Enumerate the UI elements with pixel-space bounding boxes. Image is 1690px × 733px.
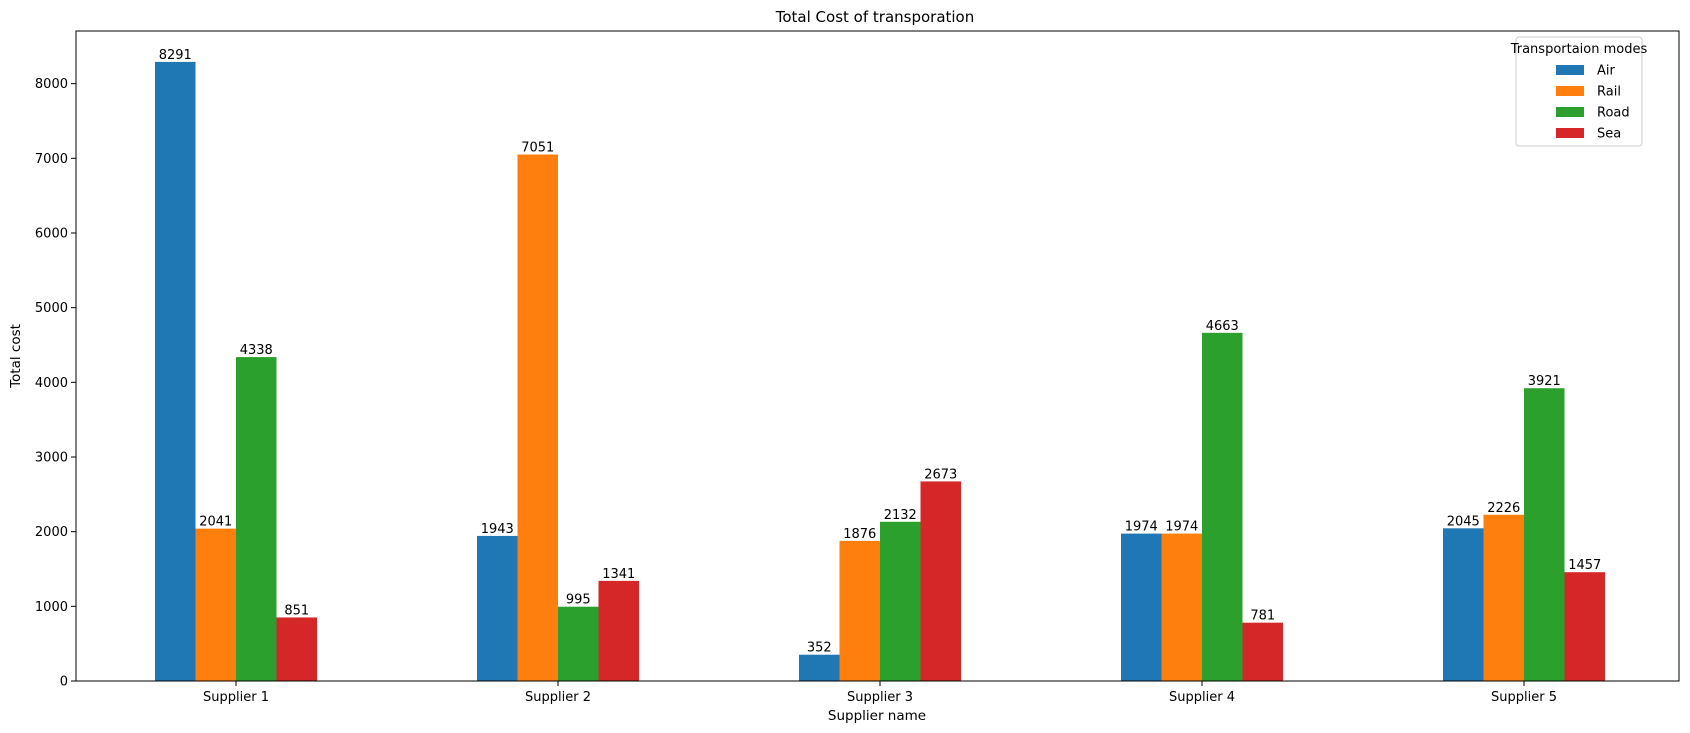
data-label-rail-4: 1974 — [1165, 520, 1198, 535]
bar-rail-1 — [195, 528, 236, 681]
plot-frame — [75, 30, 1680, 682]
bar-sea-3 — [920, 481, 961, 681]
bar-rail-4 — [1161, 533, 1202, 681]
data-label-road-4: 4663 — [1206, 319, 1239, 334]
x-tick-label: Supplier 5 — [1491, 690, 1557, 705]
data-label-sea-1: 851 — [284, 603, 309, 618]
legend-title: Transportaion modes — [1510, 42, 1648, 57]
data-label-road-3: 2132 — [884, 508, 917, 523]
data-label-rail-2: 7051 — [521, 141, 554, 156]
y-axis-title: Total cost — [8, 324, 24, 389]
bar-sea-5 — [1564, 572, 1605, 681]
bar-air-5 — [1443, 528, 1484, 681]
bar-air-1 — [155, 61, 196, 682]
legend-label-road: Road — [1597, 106, 1630, 121]
data-label-road-5: 3921 — [1528, 374, 1561, 389]
bar-road-3 — [880, 521, 921, 681]
bar-road-4 — [1202, 332, 1243, 681]
y-tick-label: 0 — [60, 675, 68, 690]
data-label-sea-3: 2673 — [924, 467, 957, 482]
y-tick-label: 6000 — [35, 226, 68, 241]
y-tick-label: 4000 — [35, 376, 68, 391]
legend-swatch-sea — [1556, 128, 1584, 138]
bar-air-4 — [1121, 533, 1162, 681]
x-tick-label: Supplier 3 — [847, 690, 913, 705]
data-label-sea-4: 781 — [1250, 609, 1275, 624]
x-tick-label: Supplier 1 — [203, 690, 269, 705]
data-label-sea-2: 1341 — [602, 567, 635, 582]
data-label-sea-5: 1457 — [1568, 558, 1601, 573]
data-labels-group: 8291 1943 352 1974 2045 2041 7051 1876 1974 2226 4… — [159, 48, 1602, 656]
data-label-air-1: 8291 — [159, 48, 192, 63]
x-tick-label: Supplier 4 — [1169, 690, 1235, 705]
y-tick-label: 5000 — [35, 301, 68, 316]
chart-title: Total Cost of transporation — [775, 8, 975, 26]
data-label-air-3: 352 — [807, 641, 832, 656]
data-label-air-5: 2045 — [1447, 514, 1480, 529]
data-label-rail-1: 2041 — [199, 515, 232, 530]
bar-air-2 — [477, 535, 518, 681]
x-axis-title: Supplier name — [828, 708, 926, 724]
data-label-road-1: 4338 — [240, 343, 273, 358]
bar-road-2 — [558, 606, 599, 681]
legend-label-rail: Rail — [1597, 85, 1621, 100]
data-label-road-2: 995 — [566, 593, 591, 608]
y-tick-label: 7000 — [35, 152, 68, 167]
legend-items: Air Rail Road Sea — [1556, 64, 1630, 142]
bar-sea-4 — [1242, 622, 1283, 681]
legend-swatch-road — [1556, 107, 1584, 117]
y-tick-label: 3000 — [35, 450, 68, 465]
bar-road-1 — [236, 357, 277, 681]
bar-rail-5 — [1483, 514, 1524, 681]
legend-label-air: Air — [1597, 64, 1616, 79]
bar-road-5 — [1524, 388, 1565, 681]
data-label-air-2: 1943 — [481, 522, 514, 537]
x-axis: Supplier 1 Supplier 2 Supplier 3 Supplier 4… — [203, 681, 1557, 705]
legend: Transportaion modes Air Rail Road Sea — [1510, 36, 1648, 147]
data-label-rail-3: 1876 — [843, 527, 876, 542]
bar-rail-2 — [517, 154, 558, 681]
legend-swatch-air — [1556, 65, 1584, 75]
y-axis: 0 1000 2000 3000 4000 5000 6000 7000 8000 — [35, 77, 76, 690]
bar-air-3 — [799, 654, 840, 681]
y-tick-label: 8000 — [35, 77, 68, 92]
bars-group — [155, 61, 1605, 682]
legend-label-sea: Sea — [1597, 127, 1621, 142]
x-tick-label: Supplier 2 — [525, 690, 591, 705]
y-tick-label: 1000 — [35, 600, 68, 615]
bar-rail-3 — [839, 540, 880, 681]
bar-sea-1 — [276, 617, 317, 681]
legend-swatch-rail — [1556, 86, 1584, 96]
data-label-air-4: 1974 — [1125, 520, 1158, 535]
bar-sea-2 — [598, 580, 639, 681]
y-tick-label: 2000 — [35, 525, 68, 540]
data-label-rail-5: 2226 — [1487, 501, 1520, 516]
